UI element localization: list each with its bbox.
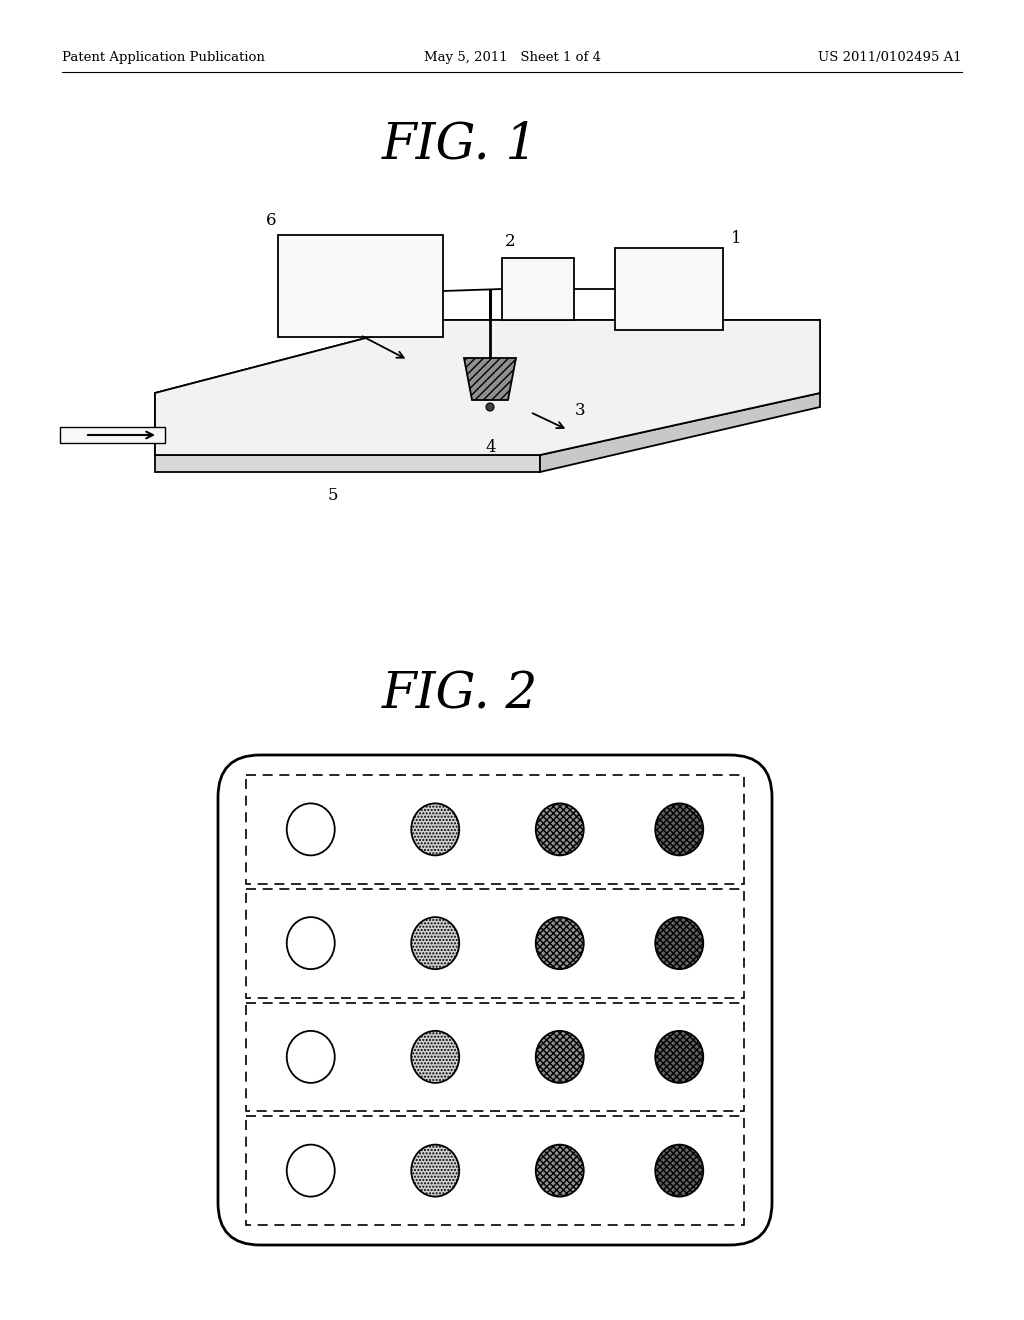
FancyBboxPatch shape bbox=[246, 1117, 744, 1225]
Text: May 5, 2011   Sheet 1 of 4: May 5, 2011 Sheet 1 of 4 bbox=[424, 51, 600, 65]
Ellipse shape bbox=[655, 917, 703, 969]
Circle shape bbox=[486, 403, 494, 411]
FancyBboxPatch shape bbox=[278, 235, 443, 337]
FancyBboxPatch shape bbox=[246, 1002, 744, 1111]
Text: Patent Application Publication: Patent Application Publication bbox=[62, 51, 265, 65]
Polygon shape bbox=[540, 393, 820, 473]
Polygon shape bbox=[155, 319, 820, 455]
Ellipse shape bbox=[287, 917, 335, 969]
Text: 3: 3 bbox=[575, 403, 586, 418]
Ellipse shape bbox=[287, 1031, 335, 1082]
FancyBboxPatch shape bbox=[246, 775, 744, 884]
Text: 4: 4 bbox=[485, 440, 496, 455]
Polygon shape bbox=[155, 455, 540, 473]
Text: 2: 2 bbox=[505, 234, 516, 249]
Ellipse shape bbox=[536, 917, 584, 969]
Text: 5: 5 bbox=[328, 487, 339, 504]
Ellipse shape bbox=[536, 1031, 584, 1082]
Ellipse shape bbox=[412, 1031, 459, 1082]
Polygon shape bbox=[60, 426, 165, 444]
Text: FIG. 2: FIG. 2 bbox=[382, 671, 539, 719]
FancyBboxPatch shape bbox=[502, 257, 574, 319]
Ellipse shape bbox=[536, 804, 584, 855]
Polygon shape bbox=[464, 358, 516, 400]
FancyBboxPatch shape bbox=[218, 755, 772, 1245]
Text: US 2011/0102495 A1: US 2011/0102495 A1 bbox=[818, 51, 962, 65]
Ellipse shape bbox=[536, 1144, 584, 1197]
Text: 6: 6 bbox=[266, 213, 276, 228]
Text: FIG. 1: FIG. 1 bbox=[382, 120, 539, 170]
Ellipse shape bbox=[655, 804, 703, 855]
Ellipse shape bbox=[655, 1031, 703, 1082]
Ellipse shape bbox=[412, 1144, 459, 1197]
Ellipse shape bbox=[412, 804, 459, 855]
Polygon shape bbox=[155, 319, 820, 455]
Ellipse shape bbox=[287, 1144, 335, 1197]
Ellipse shape bbox=[412, 917, 459, 969]
Ellipse shape bbox=[287, 804, 335, 855]
FancyBboxPatch shape bbox=[246, 888, 744, 998]
Ellipse shape bbox=[655, 1144, 703, 1197]
FancyBboxPatch shape bbox=[615, 248, 723, 330]
Text: 1: 1 bbox=[731, 230, 741, 247]
